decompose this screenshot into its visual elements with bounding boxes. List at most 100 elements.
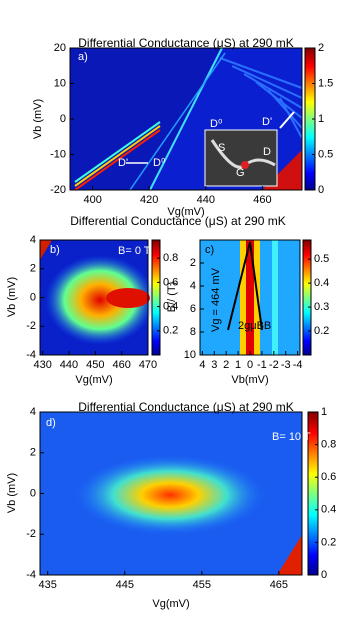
y-tick-label: -2 — [26, 528, 36, 540]
x-tick-label: 445 — [116, 579, 134, 591]
y-tick-label: 4 — [30, 406, 36, 418]
map-stripe — [129, 52, 226, 191]
x-axis-label: Vg(mV) — [167, 206, 204, 218]
y-axis-label: Vb (mV) — [32, 99, 44, 139]
x-tick-label: 455 — [193, 579, 211, 591]
colorbar-tick-label: 0.8 — [321, 439, 336, 451]
panel: Differential Conductance (μS) at 290 mK V… — [6, 400, 336, 610]
annotation: c) — [205, 244, 214, 256]
y-tick-label: 4 — [190, 280, 196, 292]
x-tick-label: 3 — [211, 359, 217, 371]
annotation: B= 0 T — [118, 245, 151, 257]
x-tick-label: 440 — [197, 194, 215, 206]
x-tick-label: 2 — [223, 359, 229, 371]
map-region — [277, 535, 302, 575]
colorbar-tick-label: 0.6 — [163, 276, 178, 288]
map-stripe — [246, 240, 254, 355]
map-stripe — [74, 125, 161, 187]
annotation: 2gμBB — [238, 320, 271, 332]
y-tick-label: 10 — [54, 77, 66, 89]
map-stripe — [231, 65, 303, 99]
chart-title: Differential Conductance (μS) at 290 mK — [78, 400, 293, 414]
x-tick-label: -4 — [293, 359, 303, 371]
x-tick-label: 470 — [139, 359, 157, 371]
panel: Differential Conductance (μS) at 290 mK V… — [32, 36, 333, 218]
panel: Differential Conductance (μS) at 290 mK V… — [6, 214, 286, 386]
colorbar-tick-label: 0.2 — [314, 325, 329, 337]
y-tick-label: 6 — [190, 303, 196, 315]
y-tick-label: 0 — [30, 291, 36, 303]
colorbar-tick-label: 0.6 — [321, 471, 336, 483]
x-tick-label: 460 — [253, 194, 271, 206]
annotation: D' — [262, 116, 272, 128]
map-region — [40, 240, 52, 260]
colorbar-tick-label: 0.5 — [318, 148, 333, 160]
colorbar-tick-label: 0.8 — [163, 252, 178, 264]
x-tick-label: 435 — [39, 579, 57, 591]
inset-dot — [241, 161, 249, 169]
zeeman-lines — [227, 241, 263, 331]
colorbar-tick-label: 1.5 — [318, 77, 333, 89]
colorbar-tick-label: 0.3 — [314, 301, 329, 313]
colorbar-tick-label: 0.4 — [163, 300, 178, 312]
map-stripe — [255, 81, 303, 119]
y-tick-label: -20 — [50, 184, 66, 196]
x-tick-label: 1 — [235, 359, 241, 371]
x-tick-label: 440 — [60, 359, 78, 371]
annotation: d) — [46, 417, 56, 429]
x-tick-label: -2 — [269, 359, 279, 371]
annotation: a) — [78, 51, 88, 63]
colorbar-tick-label: 2 — [318, 42, 324, 54]
y-tick-label: -10 — [50, 148, 66, 160]
x-axis-label: Vg(mV) — [152, 598, 189, 610]
annotation: b) — [50, 244, 60, 256]
colorbar — [151, 239, 161, 356]
y-tick-label: -4 — [26, 569, 36, 581]
colorbar-tick-label: 0.2 — [321, 536, 336, 548]
annotation: D' — [118, 157, 128, 169]
colorbar-tick-label: 0 — [318, 184, 324, 196]
y-tick-label: -2 — [26, 320, 36, 332]
annotation: B= 10 T — [272, 431, 311, 443]
colorbar-tick-label: 0 — [321, 569, 327, 581]
y-tick-label: 4 — [30, 234, 36, 246]
y-tick-label: 10 — [184, 349, 196, 361]
x-tick-label: -1 — [257, 359, 267, 371]
map-stripe — [74, 129, 161, 191]
y-tick-label: 20 — [54, 42, 66, 54]
map-stripe — [149, 47, 223, 191]
y-tick-label: 0 — [30, 487, 36, 499]
annotation: Vg = 464 mV — [210, 267, 222, 332]
map-stripe — [272, 240, 278, 355]
arrow — [279, 111, 295, 129]
x-tick-label: 400 — [83, 194, 101, 206]
colorbar-tick-label: 1 — [321, 406, 327, 418]
map-stripe — [243, 73, 303, 109]
annotation: S — [218, 142, 225, 154]
x-axis-label: Vg(mV) — [75, 374, 112, 386]
x-tick-label: 430 — [33, 359, 51, 371]
chart-title: Differential Conductance (μS) at 290 mK — [70, 214, 285, 228]
chart-title: Differential Conductance (μS) at 290 mK — [78, 36, 293, 50]
y-tick-label: -4 — [26, 349, 36, 361]
colorbar-tick-label: 1 — [318, 113, 324, 125]
x-tick-label: -3 — [281, 359, 291, 371]
y-tick-label: 2 — [190, 257, 196, 269]
map-blob — [75, 455, 265, 535]
map-stripe — [279, 97, 303, 139]
y-axis-label: Vb (mV) — [6, 277, 18, 317]
colorbar-tick-label: 0.5 — [314, 253, 329, 265]
annotation: D — [263, 146, 271, 158]
colorbar — [302, 239, 312, 356]
y-axis-label: Vb (mV) — [6, 473, 18, 513]
map-stripe — [74, 121, 161, 183]
y-tick-label: 0 — [60, 113, 66, 125]
panel: Vb(mV)B// (T)4 3 2 1 0 -1 -2 -3 -42468100.20.30.… — [166, 239, 329, 386]
map-stripe — [219, 57, 303, 89]
map-blob — [106, 288, 150, 308]
map-blob — [45, 255, 155, 345]
y-tick-label: 2 — [30, 447, 36, 459]
x-axis-label: Vb(mV) — [231, 374, 268, 386]
y-tick-label: 2 — [30, 263, 36, 275]
